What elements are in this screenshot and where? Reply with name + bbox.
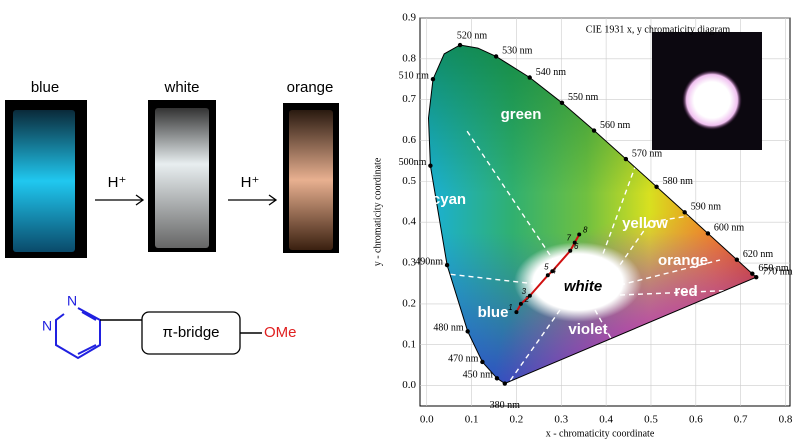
- substituent: OMe: [264, 324, 297, 341]
- figure: blue white orange H⁺ H⁺ N N π-bridge OMe…: [0, 0, 796, 439]
- region-label: violet: [568, 321, 607, 338]
- x-tick-label: 0.5: [644, 414, 658, 426]
- wavelength-point: [494, 54, 498, 58]
- sample-label: orange: [287, 79, 334, 96]
- sample-label: white: [163, 79, 199, 96]
- wavelength-point: [458, 43, 462, 47]
- emission-spot: [682, 70, 742, 130]
- reagent: H⁺: [108, 174, 127, 191]
- cuvette: [289, 110, 333, 250]
- y-tick-label: 0.9: [402, 12, 416, 24]
- wavelength-label: 600 nm: [714, 223, 745, 234]
- wavelength-point: [754, 275, 758, 279]
- wavelength-point: [706, 231, 710, 235]
- wavelength-point: [560, 101, 564, 105]
- wavelength-label: 510 nm: [399, 70, 430, 81]
- arrow: [95, 195, 143, 205]
- x-tick-label: 0.8: [779, 414, 793, 426]
- point-label: 8: [583, 226, 588, 235]
- wavelength-label: 470 nm: [448, 353, 479, 364]
- data-point: [528, 294, 532, 298]
- wavelength-label: 550 nm: [568, 92, 599, 103]
- data-point: [550, 269, 554, 273]
- atom: N: [42, 318, 52, 334]
- data-point: [568, 249, 572, 253]
- wavelength-label: 500nm: [399, 157, 427, 168]
- y-tick-label: 0.1: [402, 338, 416, 350]
- region-label: cyan: [432, 191, 466, 208]
- data-point: [577, 232, 581, 236]
- x-tick-label: 0.1: [465, 414, 479, 426]
- wavelength-point: [735, 257, 739, 261]
- pyrimidine: [56, 308, 100, 358]
- region-label: blue: [478, 304, 509, 321]
- wavelength-label: 490nm: [415, 256, 443, 267]
- point-label: 7: [567, 234, 572, 243]
- photo-panel: blue white orange H⁺ H⁺ N N π-bridge OMe: [5, 79, 339, 358]
- region-label: white: [564, 278, 602, 295]
- y-tick-label: 0.8: [402, 52, 416, 64]
- wavelength-point: [527, 75, 531, 79]
- x-tick-label: 0.7: [734, 414, 748, 426]
- x-tick-label: 0.4: [599, 414, 613, 426]
- x-tick-label: 0.6: [689, 414, 703, 426]
- region-label: green: [501, 106, 542, 123]
- wavelength-point: [480, 360, 484, 364]
- wavelength-label: 540 nm: [536, 67, 567, 78]
- x-tick-label: 0.0: [420, 414, 434, 426]
- bridge: π-bridge: [162, 324, 219, 341]
- arrow: [228, 195, 276, 205]
- wavelength-point: [654, 185, 658, 189]
- wavelength-label: 590 nm: [691, 202, 722, 213]
- wavelength-label: 380 nm: [490, 400, 521, 411]
- wavelength-point: [624, 157, 628, 161]
- wavelength-label: 560 nm: [600, 120, 631, 131]
- cuvette: [13, 110, 75, 252]
- wavelength-point: [592, 128, 596, 132]
- wavelength-label: 450 nm: [463, 370, 494, 381]
- point-label: 5: [544, 262, 549, 271]
- x-tick-label: 0.2: [510, 414, 524, 426]
- wavelength-label: 580 nm: [663, 176, 694, 187]
- data-point: [519, 302, 523, 306]
- y-tick-label: 0.5: [402, 175, 416, 187]
- data-point: [514, 310, 518, 314]
- point-label: 1: [508, 303, 512, 312]
- wavelength-point: [503, 381, 507, 385]
- wavelength-point: [431, 77, 435, 81]
- wavelength-label: 770 nm: [762, 267, 793, 278]
- region-label: red: [674, 283, 697, 300]
- wavelength-label: 530 nm: [502, 46, 533, 57]
- wavelength-point: [445, 263, 449, 267]
- x-axis-label: x - chromaticity coordinate: [546, 428, 655, 439]
- data-point: [546, 273, 550, 277]
- y-tick-label: 0.4: [402, 216, 416, 228]
- wavelength-label: 620 nm: [743, 249, 774, 260]
- point-label: 3: [522, 287, 527, 296]
- region-label: yellow: [622, 215, 668, 232]
- chart-title: CIE 1931 x, y chromaticity diagram: [586, 24, 731, 35]
- wavelength-label: 520 nm: [457, 30, 488, 41]
- y-axis-label: y - chromaticity coordinate: [372, 157, 383, 266]
- atom: N: [67, 293, 77, 309]
- data-point: [573, 241, 577, 245]
- wavelength-label: 480 nm: [433, 323, 464, 334]
- sample-label: blue: [31, 79, 59, 96]
- y-tick-label: 0.2: [402, 297, 416, 309]
- reagent: H⁺: [241, 174, 260, 191]
- y-tick-label: 0.6: [402, 134, 416, 146]
- y-tick-label: 0.7: [402, 93, 416, 105]
- wavelength-point: [750, 271, 754, 275]
- x-tick-label: 0.3: [554, 414, 568, 426]
- wavelength-point: [428, 163, 432, 167]
- cuvette: [155, 108, 209, 248]
- y-tick-label: 0.0: [402, 379, 416, 391]
- wavelength-point: [495, 376, 499, 380]
- wavelength-point: [682, 210, 686, 214]
- wavelength-point: [465, 329, 469, 333]
- region-label: orange: [658, 252, 708, 269]
